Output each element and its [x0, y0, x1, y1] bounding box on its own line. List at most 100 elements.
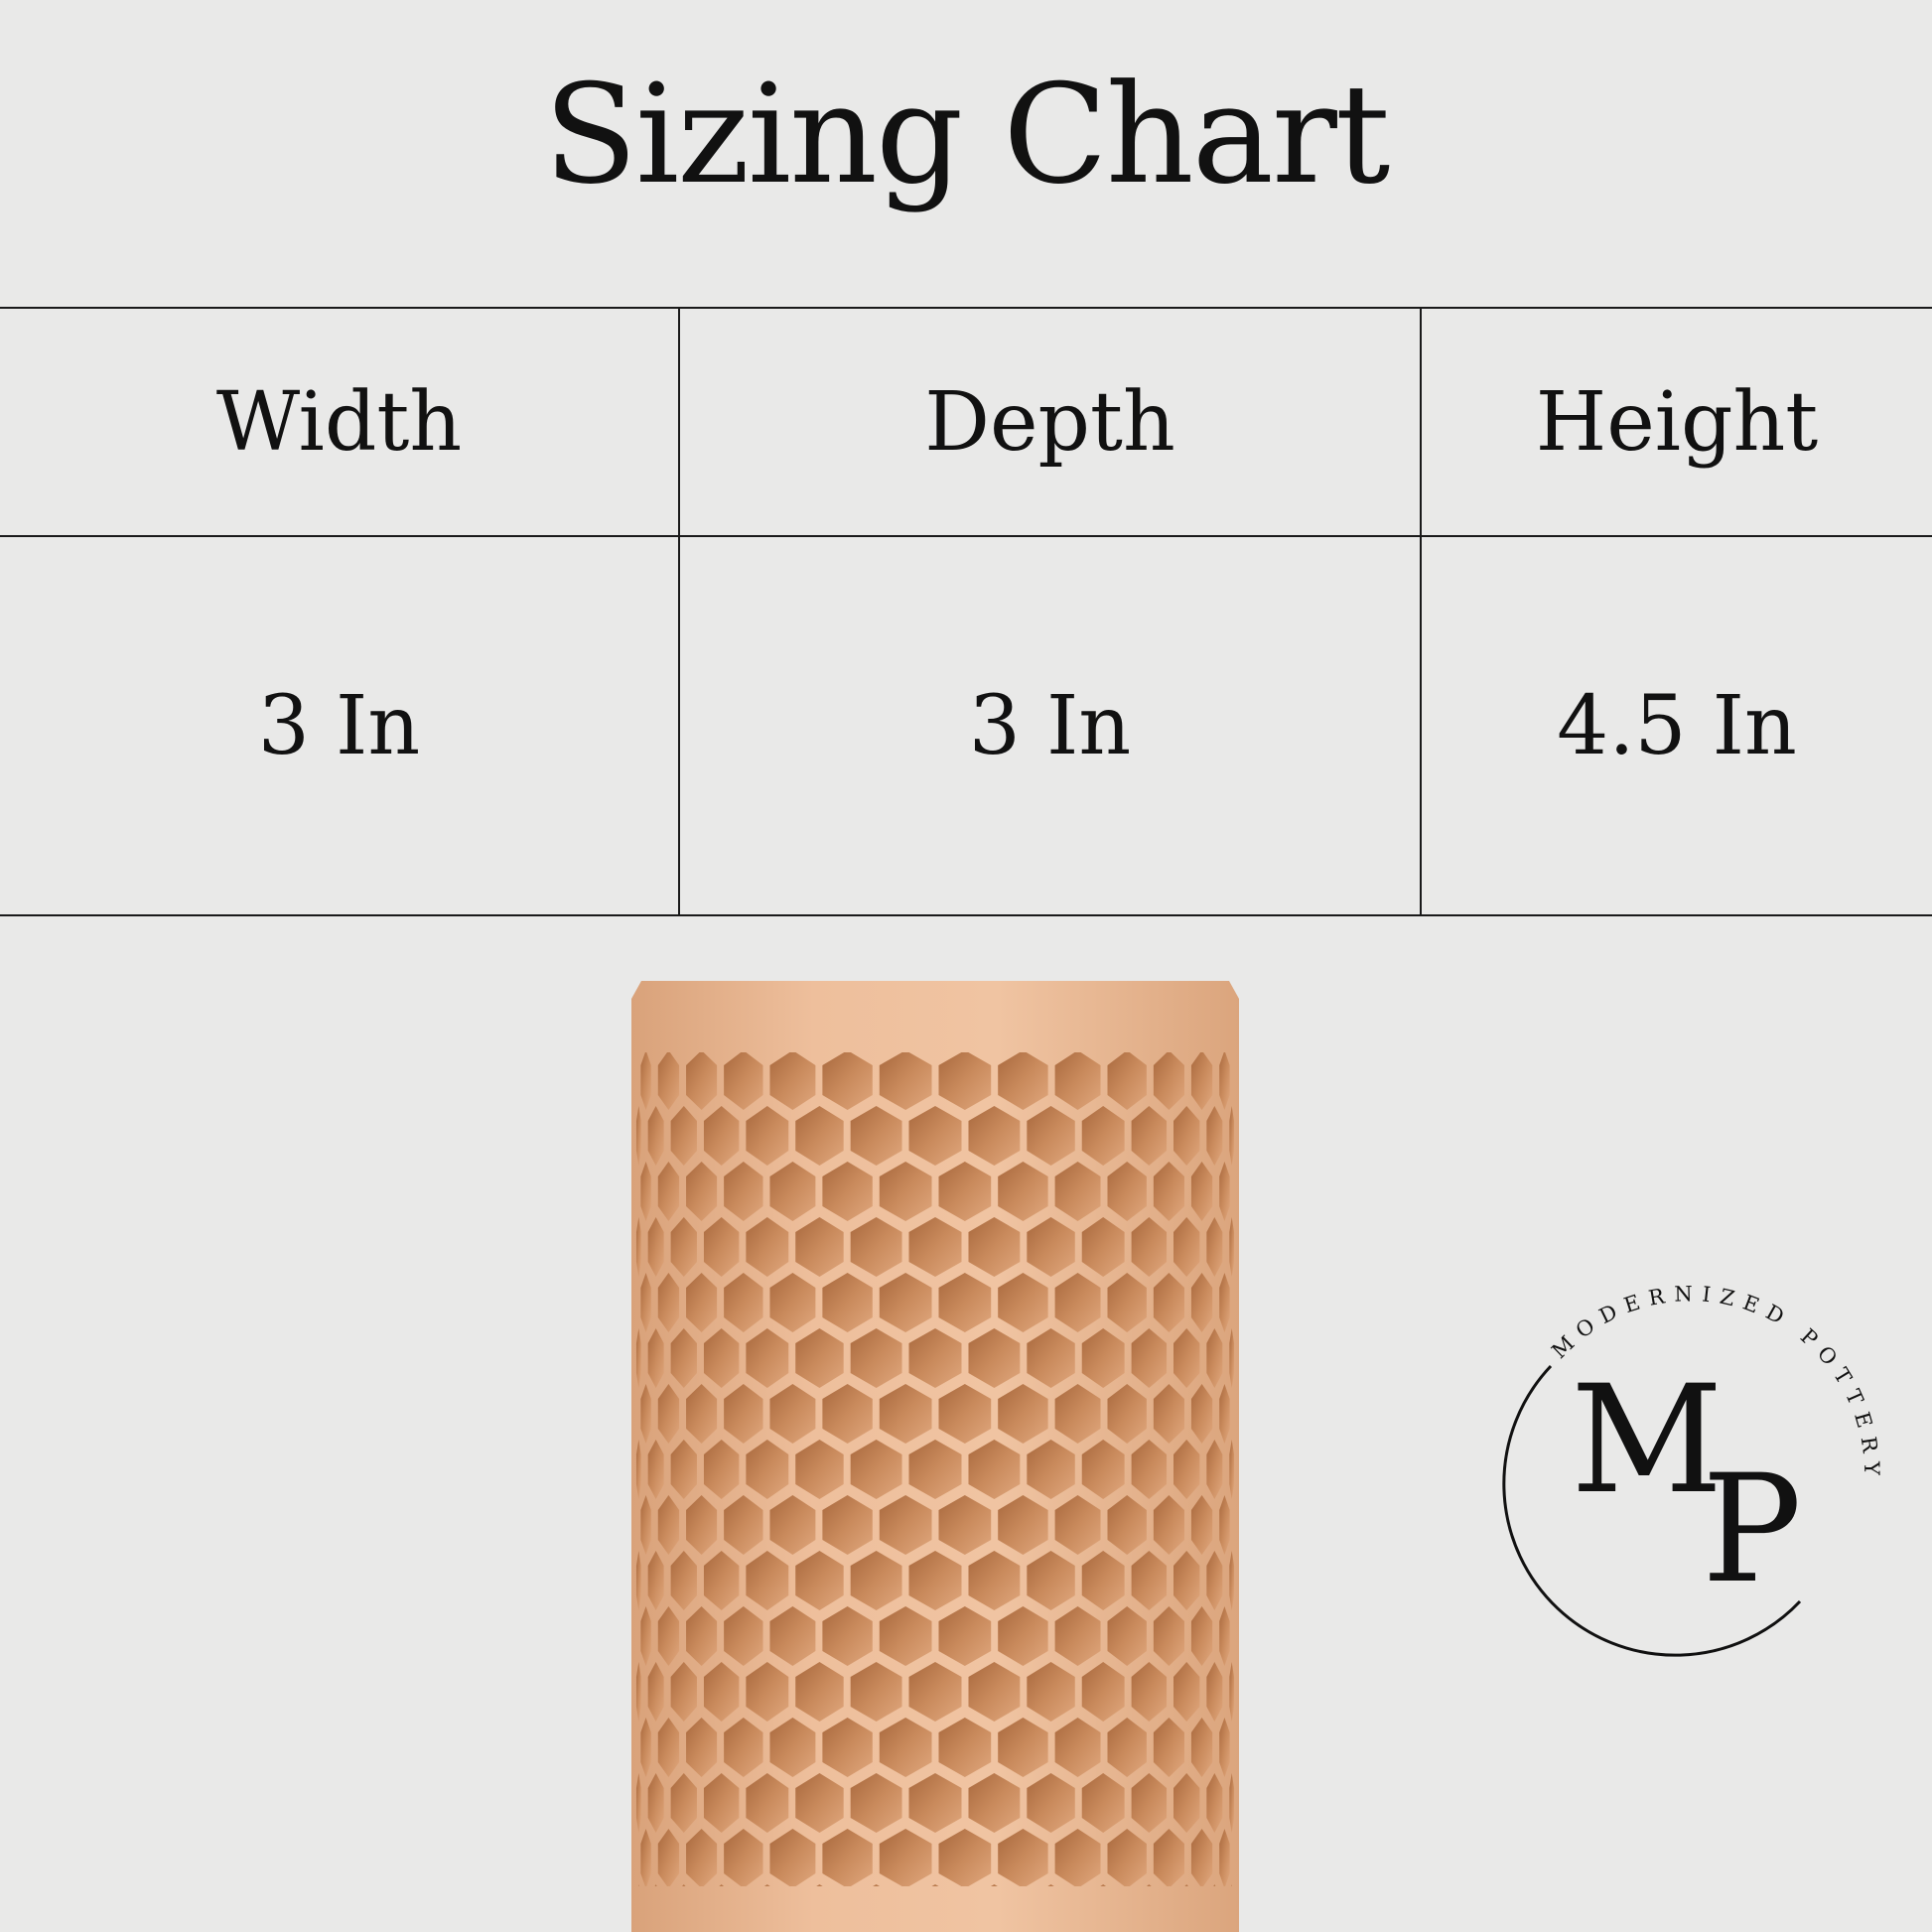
honeycomb-cell: [1100, 1884, 1107, 1886]
honeycomb-cell: [1081, 1662, 1125, 1722]
honeycomb-cell: [703, 1551, 740, 1610]
table-row: 3 In 3 In 4.5 In: [0, 535, 1932, 916]
page-title: Sizing Chart: [543, 55, 1391, 214]
honeycomb-cell: [635, 1440, 641, 1499]
honeycomb-cell: [850, 1551, 902, 1610]
honeycomb-cell: [1107, 1495, 1147, 1555]
honeycomb-cell: [686, 1718, 718, 1777]
honeycomb-cell: [1153, 1829, 1184, 1886]
honeycomb-cell: [1229, 1440, 1235, 1499]
honeycomb-cell: [640, 1495, 651, 1555]
honeycomb-cell: [686, 1384, 718, 1444]
honeycomb-cell: [670, 1440, 697, 1499]
honeycomb-cell: [1107, 1384, 1147, 1444]
honeycomb-cell: [968, 1773, 1021, 1833]
honeycomb-cell: [640, 1718, 651, 1777]
honeycomb-cell: [1173, 1773, 1200, 1833]
honeycomb-cell: [1229, 1106, 1235, 1166]
honeycomb-cell: [908, 1662, 962, 1722]
honeycomb-cell: [746, 1440, 789, 1499]
honeycomb-cell: [1206, 1440, 1223, 1499]
honeycomb-cell: [1190, 1273, 1213, 1332]
honeycomb-cell: [1107, 1829, 1147, 1886]
honeycomb-cell: [1131, 1773, 1168, 1833]
honeycomb-cell: [724, 1384, 763, 1444]
honeycomb-cell: [1047, 1884, 1054, 1886]
honeycomb-cell: [686, 1052, 718, 1110]
honeycomb-cell: [769, 1495, 816, 1555]
honeycomb-cell: [1184, 1884, 1188, 1886]
honeycomb-cell: [908, 1440, 962, 1499]
honeycomb-cell: [795, 1217, 844, 1277]
honeycomb-cell: [647, 1551, 664, 1610]
honeycomb-cell: [938, 1829, 992, 1886]
honeycomb-cell: [850, 1773, 902, 1833]
honeycomb-cell: [1219, 1273, 1230, 1332]
honeycomb-cell: [769, 1606, 816, 1666]
honeycomb-cell: [1206, 1662, 1223, 1722]
honeycomb-cell: [1081, 1217, 1125, 1277]
honeycomb-cell: [1231, 1884, 1232, 1886]
honeycomb-cell: [1107, 1052, 1147, 1110]
honeycomb-cell: [746, 1106, 789, 1166]
honeycomb-cell: [670, 1551, 697, 1610]
honeycomb-cell: [968, 1551, 1021, 1610]
honeycomb-cell: [938, 1495, 992, 1555]
honeycomb-cell: [682, 1884, 686, 1886]
honeycomb-cell: [998, 1273, 1048, 1332]
honeycomb-cell: [686, 1606, 718, 1666]
honeycomb-cell: [795, 1440, 844, 1499]
honeycomb-cell: [879, 1273, 932, 1332]
honeycomb-cell: [703, 1662, 740, 1722]
honeycomb-cell: [638, 1884, 639, 1886]
honeycomb-cell: [879, 1495, 932, 1555]
honeycomb-cell: [657, 1829, 680, 1886]
honeycomb-cell: [822, 1495, 873, 1555]
honeycomb-cell: [670, 1773, 697, 1833]
honeycomb-cell: [1219, 1495, 1230, 1555]
honeycomb-cell: [816, 1884, 823, 1886]
honeycomb-cell: [1027, 1217, 1075, 1277]
honeycomb-cell: [746, 1328, 789, 1388]
svg-text:M: M: [1571, 1354, 1724, 1527]
honeycomb-cell: [998, 1495, 1048, 1555]
honeycomb-cell: [1027, 1773, 1075, 1833]
svg-text:P: P: [1702, 1444, 1802, 1616]
honeycomb-cell: [795, 1106, 844, 1166]
honeycomb-cell: [879, 1718, 932, 1777]
honeycomb-cell: [850, 1106, 902, 1166]
honeycomb-cell: [635, 1662, 641, 1722]
honeycomb-cell: [1027, 1328, 1075, 1388]
honeycomb-cell: [635, 1217, 641, 1277]
honeycomb-cell: [998, 1606, 1048, 1666]
honeycomb-cell: [1229, 1662, 1235, 1722]
honeycomb-cell: [647, 1662, 664, 1722]
honeycomb-cell: [938, 1718, 992, 1777]
honeycomb-cell: [1027, 1551, 1075, 1610]
honeycomb-cell: [647, 1773, 664, 1833]
honeycomb-cell: [879, 1829, 932, 1886]
modernized-pottery-logo: MODERNIZED POTTERY M P: [1502, 1282, 1874, 1657]
value-width: 3 In: [0, 535, 680, 916]
honeycomb-cell: [1190, 1384, 1213, 1444]
honeycomb-cell: [1229, 1773, 1235, 1833]
honeycomb-cell: [968, 1106, 1021, 1166]
honeycomb-cell: [1027, 1440, 1075, 1499]
honeycomb-cell: [1229, 1328, 1235, 1388]
honeycomb-cell: [769, 1162, 816, 1221]
honeycomb-cell: [1081, 1106, 1125, 1166]
honeycomb-cell: [1054, 1829, 1101, 1886]
header-height: Height: [1420, 307, 1932, 537]
honeycomb-cell: [703, 1106, 740, 1166]
honeycomb-cell: [938, 1162, 992, 1221]
honeycomb-cell: [703, 1440, 740, 1499]
honeycomb-cell: [1229, 1551, 1235, 1610]
honeycomb-cell: [1229, 1217, 1235, 1277]
honeycomb-cell: [635, 1773, 641, 1833]
honeycomb-cell: [938, 1273, 992, 1332]
honeycomb-cell: [746, 1773, 789, 1833]
honeycomb-cell: [822, 1829, 873, 1886]
honeycomb-cell: [1219, 1829, 1230, 1886]
honeycomb-cell: [879, 1606, 932, 1666]
honeycomb-cell: [938, 1384, 992, 1444]
